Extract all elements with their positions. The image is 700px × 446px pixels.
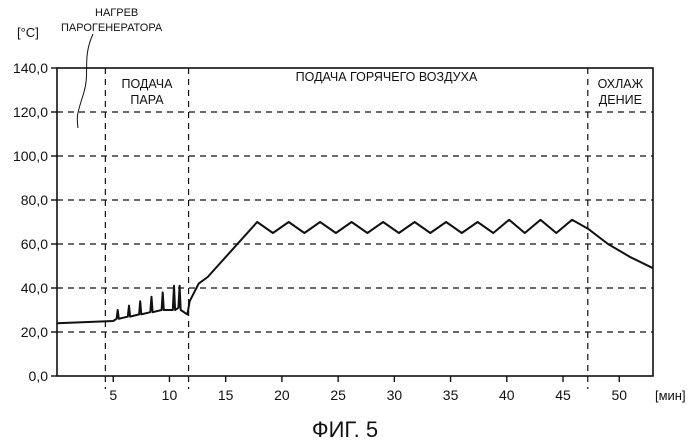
y-tick-label: 100,0 — [13, 148, 48, 164]
y-tick-label: 80,0 — [21, 192, 48, 208]
x-tick-label: 30 — [387, 387, 403, 403]
plot-frame — [57, 68, 653, 376]
phase-label-1: ПАРА — [130, 93, 164, 107]
y-axis-label: [°C] — [17, 25, 39, 40]
x-axis-label: [мин] — [655, 388, 686, 403]
y-axis-ticks: 0,0 20,0 40,0 60,0 80,0 100,0 120,0 140,0 — [13, 60, 57, 384]
phase-boundaries — [105, 68, 587, 389]
y-tick-label: 40,0 — [21, 280, 48, 296]
y-tick-label: 0,0 — [29, 368, 49, 384]
annotation-leader-line — [77, 34, 93, 128]
x-tick-label: 50 — [611, 387, 627, 403]
temperature-series-line — [57, 220, 653, 323]
x-axis-ticks: 5 10 15 20 25 30 35 40 45 50 — [109, 376, 627, 403]
y-tick-label: 20,0 — [21, 324, 48, 340]
x-tick-label: 15 — [218, 387, 234, 403]
x-tick-label: 25 — [330, 387, 346, 403]
x-tick-label: 45 — [555, 387, 571, 403]
figure-caption: ФИГ. 5 — [312, 417, 378, 442]
phase-label-1: ПОДАЧА — [121, 77, 173, 91]
phase-labels: ПОДАЧА ПАРА ПОДАЧА ГОРЯЧЕГО ВОЗДУХА ОХЛАЖ ДЕ… — [121, 70, 643, 107]
x-tick-label: 35 — [443, 387, 459, 403]
phase-label-3: ДЕНИЕ — [599, 93, 642, 107]
x-tick-label: 20 — [274, 387, 290, 403]
annotation-line-1: НАГРЕВ — [95, 7, 138, 19]
x-tick-label: 40 — [499, 387, 515, 403]
y-tick-label: 140,0 — [13, 60, 48, 76]
grid-lines — [57, 112, 653, 332]
x-tick-label: 10 — [162, 387, 178, 403]
phase-label-2: ПОДАЧА ГОРЯЧЕГО ВОЗДУХА — [296, 70, 478, 84]
y-tick-label: 60,0 — [21, 236, 48, 252]
annotation-line-2: ПАРОГЕНЕРАТОРА — [61, 22, 163, 34]
x-tick-label: 5 — [109, 387, 117, 403]
y-tick-label: 120,0 — [13, 104, 48, 120]
phase-label-3: ОХЛАЖ — [598, 77, 644, 91]
